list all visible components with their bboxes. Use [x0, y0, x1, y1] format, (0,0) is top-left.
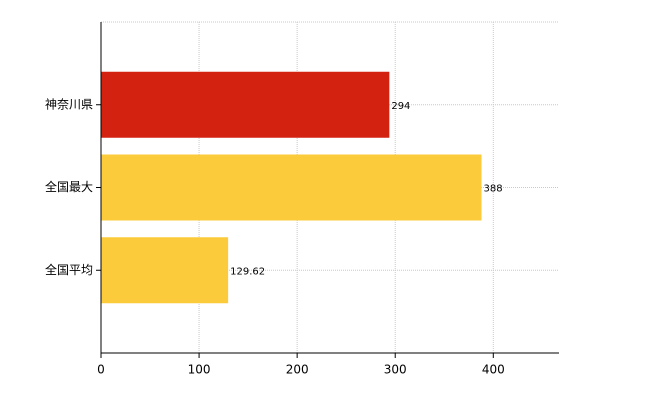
x-tick-label: 300	[384, 363, 407, 377]
value-label: 294	[391, 101, 410, 112]
x-tick-label: 0	[97, 363, 105, 377]
value-label: 129.62	[230, 266, 265, 277]
bar	[101, 237, 229, 304]
x-tick-label: 100	[188, 363, 211, 377]
x-tick-label: 200	[286, 363, 309, 377]
y-tick-label: 神奈川県	[45, 97, 93, 111]
y-tick-label: 全国最大	[45, 179, 93, 194]
y-tick-label: 全国平均	[45, 262, 93, 277]
bar	[101, 154, 482, 221]
bar	[101, 71, 390, 138]
x-tick-label: 400	[482, 363, 505, 377]
value-label: 388	[484, 184, 503, 195]
